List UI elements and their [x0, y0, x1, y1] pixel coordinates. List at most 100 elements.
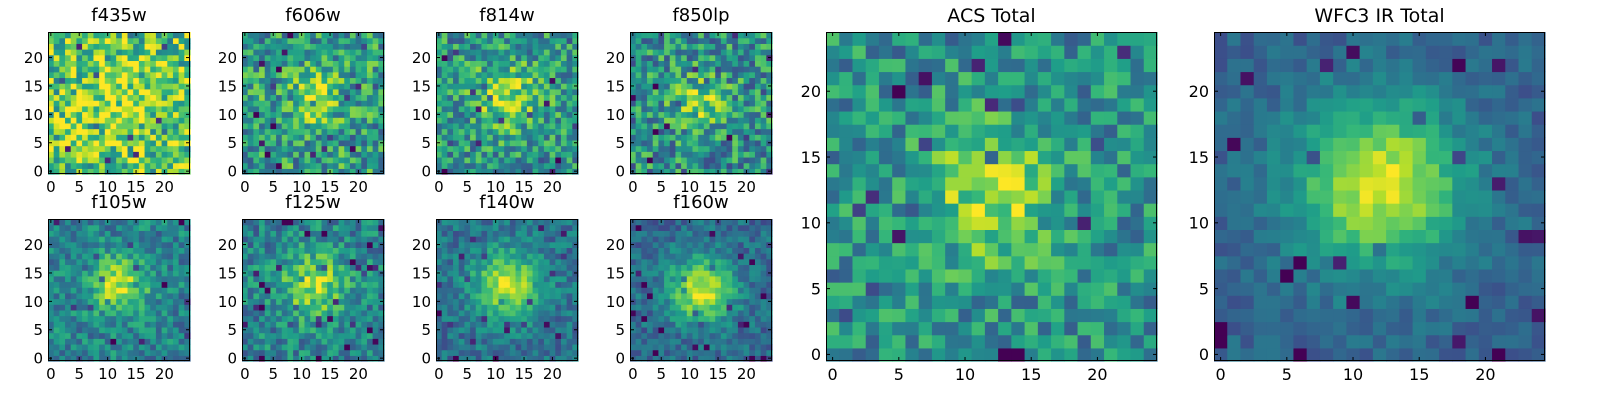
heatmap-cell	[726, 343, 733, 351]
heatmap-cell	[560, 66, 568, 73]
heatmap-cell	[709, 309, 716, 317]
heatmap-cell	[681, 100, 688, 107]
heatmap-cell	[560, 298, 568, 305]
heatmap-cell	[87, 134, 95, 141]
heatmap-cell	[172, 66, 180, 73]
heatmap-cell	[532, 37, 539, 44]
heatmap-cell	[709, 162, 716, 169]
heatmap-cell	[172, 292, 180, 300]
heatmap-cell	[732, 37, 739, 44]
heatmap-cell	[127, 77, 134, 84]
heatmap-cell	[509, 292, 517, 300]
heatmap-cell	[293, 71, 300, 79]
heatmap-cell	[521, 264, 528, 271]
heatmap-cell	[487, 122, 494, 130]
heatmap-cell	[121, 49, 129, 56]
panel-f606w: 0 5 10 15 20 0 5 10 15 20 f606w	[218, 5, 385, 196]
heatmap-cell	[338, 139, 345, 147]
heatmap-cell	[378, 230, 385, 237]
heatmap-cell	[48, 332, 55, 339]
heatmap-cell	[178, 37, 185, 44]
heatmap-cell	[504, 37, 511, 44]
heatmap-cell	[726, 151, 733, 158]
heatmap-cell	[304, 298, 311, 305]
heatmap-cell	[692, 54, 699, 61]
heatmap-cell	[287, 88, 294, 96]
heatmap-cell	[172, 264, 180, 271]
heatmap-cell	[104, 37, 112, 44]
heatmap-cell	[281, 326, 289, 334]
heatmap-cell	[287, 236, 294, 243]
heatmap-cell	[538, 145, 545, 152]
heatmap-cell	[749, 94, 756, 101]
x-tick-label: 10	[292, 365, 311, 383]
heatmap-cell	[127, 247, 134, 254]
heatmap-cell	[172, 77, 180, 84]
heatmap-cell	[104, 139, 112, 147]
heatmap-cell	[372, 321, 379, 328]
heatmap-cell	[475, 88, 483, 96]
heatmap-cell	[681, 94, 688, 101]
heatmap-cell	[664, 349, 671, 356]
heatmap-cell	[287, 338, 294, 345]
heatmap-cell	[743, 321, 750, 328]
heatmap-cell	[726, 77, 733, 84]
heatmap-cell	[652, 349, 659, 356]
heatmap-cell	[703, 100, 711, 107]
heatmap-cell	[458, 122, 465, 130]
heatmap-cell	[720, 355, 728, 362]
heatmap-cell	[453, 309, 460, 317]
heatmap-cell	[749, 315, 756, 322]
heatmap-cell	[264, 304, 271, 311]
heatmap-cell	[349, 128, 357, 135]
heatmap-cell	[487, 315, 494, 322]
heatmap-cell	[366, 349, 374, 356]
heatmap-cell	[504, 94, 511, 101]
heatmap-cell	[150, 355, 157, 362]
heatmap-cell	[321, 117, 328, 124]
heatmap-cell	[82, 128, 89, 135]
heatmap-cell	[281, 253, 289, 260]
heatmap-cell	[652, 71, 659, 79]
heatmap-cell	[150, 219, 157, 226]
heatmap-cell	[447, 304, 454, 311]
heatmap-cell	[321, 315, 328, 322]
heatmap-cell	[276, 309, 283, 317]
heatmap-cell	[566, 315, 573, 322]
heatmap-cell	[133, 156, 140, 164]
heatmap-cell	[133, 332, 140, 339]
heatmap-cell	[264, 258, 271, 266]
heatmap-cell	[59, 162, 66, 169]
heatmap-cell	[349, 247, 357, 254]
heatmap-cell	[647, 338, 654, 345]
heatmap-cell	[692, 94, 699, 101]
heatmap-cell	[87, 49, 95, 56]
heatmap-cell	[53, 128, 60, 135]
heatmap-cell	[361, 258, 368, 266]
heatmap-cell	[732, 139, 739, 147]
heatmap-cell	[99, 117, 106, 124]
heatmap-cell	[698, 349, 705, 356]
heatmap-cell	[87, 247, 95, 254]
heatmap-cell	[754, 111, 762, 118]
heatmap-cell	[532, 343, 539, 351]
heatmap-cell	[315, 343, 323, 351]
heatmap-cell	[310, 168, 317, 175]
heatmap-cell	[538, 94, 545, 101]
heatmap-cell	[167, 326, 174, 334]
heatmap-cell	[172, 134, 180, 141]
heatmap-cell	[509, 247, 517, 254]
heatmap-cell	[82, 315, 89, 322]
heatmap-cell	[70, 128, 77, 135]
heatmap-cell	[686, 298, 694, 305]
heatmap-cell	[276, 66, 283, 73]
heatmap-cell	[270, 139, 277, 147]
heatmap-cell	[87, 264, 95, 271]
heatmap-cell	[749, 338, 756, 345]
heatmap-cell	[458, 162, 465, 169]
heatmap-cell	[264, 71, 271, 79]
heatmap-cell	[543, 258, 551, 266]
heatmap-cell	[247, 338, 254, 345]
heatmap-cell	[436, 117, 443, 124]
